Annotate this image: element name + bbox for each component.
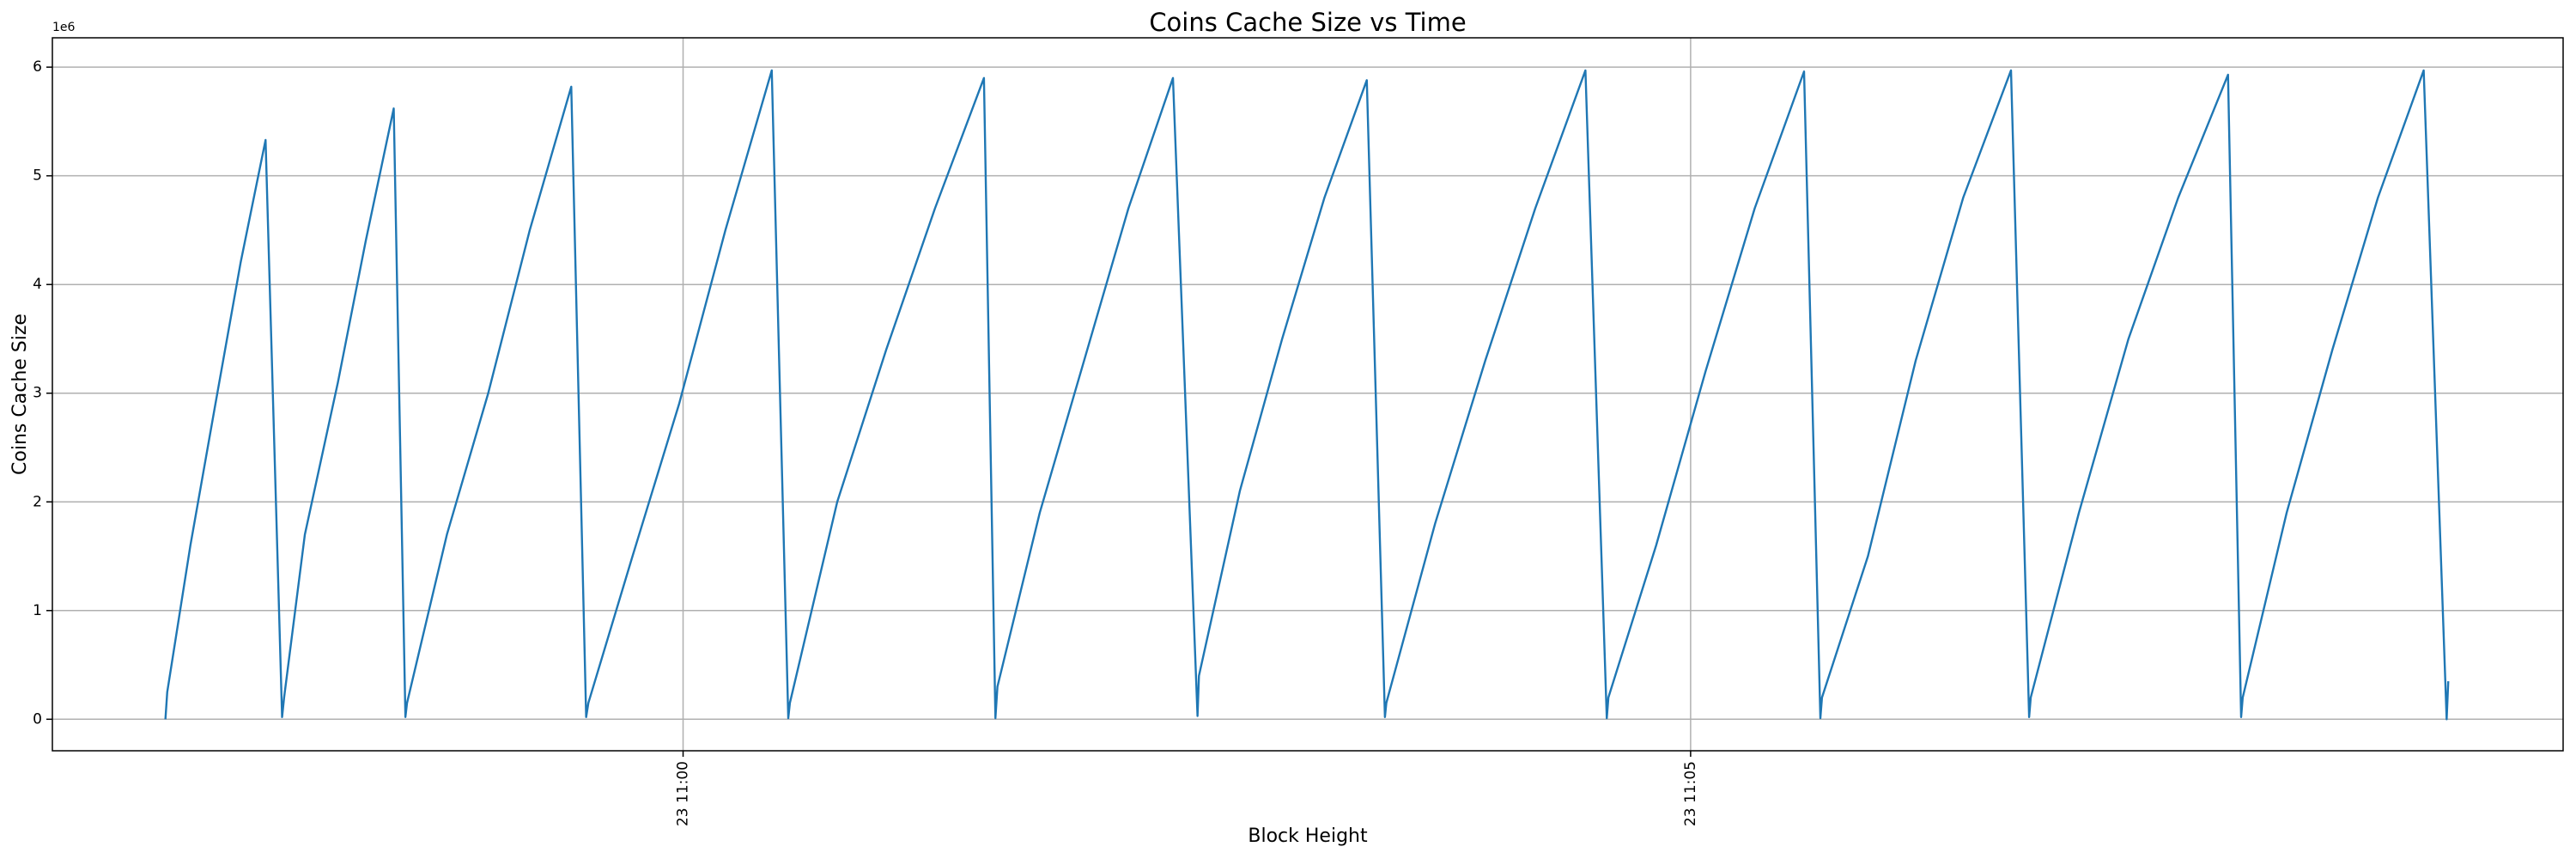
y-tick-label: 6 [33,58,42,76]
chart-title: Coins Cache Size vs Time [1149,8,1466,37]
x-tick-label: 23 11:00 [675,761,692,826]
y-offset-label: 1e6 [52,21,76,34]
y-tick-label: 0 [33,710,42,728]
y-tick-label: 4 [33,276,42,293]
plot-frame [52,37,2564,752]
y-tick-label: 3 [33,385,42,402]
data-line [164,69,2450,721]
x-tick-label: 23 11:05 [1682,761,1699,826]
y-tick-label: 2 [33,493,42,510]
y-axis-label: Coins Cache Size [9,314,31,475]
y-tick-label: 1 [33,602,42,619]
x-axis-label: Block Height [1248,825,1368,847]
y-tick-label: 5 [33,168,42,185]
